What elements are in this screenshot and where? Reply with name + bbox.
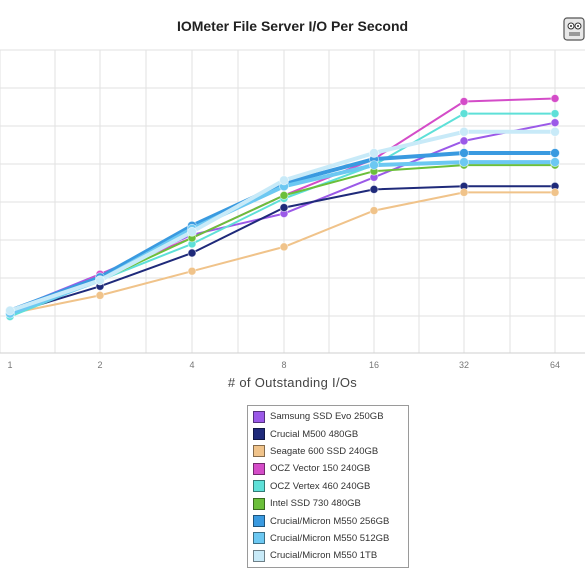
legend-label: Crucial/Micron M550 1TB — [270, 550, 378, 562]
x-tick-label: 64 — [550, 360, 560, 370]
data-point — [279, 203, 289, 213]
legend-swatch — [253, 445, 265, 458]
x-tick-label: 2 — [97, 360, 102, 370]
x-tick-label: 1 — [7, 360, 12, 370]
legend-item: Seagate 600 SSD 240GB — [253, 443, 403, 460]
series-8 — [5, 126, 560, 316]
legend-swatch — [253, 532, 265, 545]
legend-item: OCZ Vertex 460 240GB — [253, 478, 403, 495]
legend-item: Crucial/Micron M550 512GB — [253, 530, 403, 547]
legend-label: OCZ Vertex 460 240GB — [270, 480, 371, 492]
x-tick-label: 8 — [281, 360, 286, 370]
data-point — [369, 160, 379, 171]
data-point — [279, 242, 289, 252]
legend-swatch — [253, 515, 265, 528]
legend-swatch — [253, 462, 265, 475]
data-point — [550, 94, 560, 103]
legend-label: Seagate 600 SSD 240GB — [270, 445, 379, 457]
data-point — [187, 266, 197, 276]
data-point — [459, 157, 469, 168]
data-point — [187, 226, 197, 237]
data-point — [459, 109, 469, 118]
data-point — [369, 148, 379, 158]
legend-label: Crucial/Micron M550 256GB — [270, 515, 390, 527]
legend-item: Crucial/Micron M550 256GB — [253, 512, 403, 529]
chart-title: IOMeter File Server I/O Per Second — [176, 18, 409, 34]
data-point — [550, 157, 560, 168]
chart-grid — [0, 49, 585, 354]
legend-label: OCZ Vector 150 240GB — [270, 463, 371, 475]
data-point — [279, 175, 289, 186]
legend-swatch — [253, 497, 265, 510]
data-point — [550, 109, 560, 118]
legend-label: Crucial M500 480GB — [270, 428, 359, 440]
legend-item: Crucial M500 480GB — [253, 425, 403, 442]
x-tick-label: 16 — [369, 360, 379, 370]
data-point — [459, 136, 469, 146]
legend-label: Samsung SSD Evo 250GB — [270, 411, 384, 423]
series-line — [8, 129, 557, 313]
data-point — [279, 190, 289, 200]
data-point — [459, 148, 469, 158]
legend-label: Intel SSD 730 480GB — [270, 498, 361, 510]
data-point — [95, 275, 105, 286]
legend-swatch — [253, 410, 265, 423]
data-point — [5, 305, 15, 316]
mascot-logo-icon — [563, 17, 585, 41]
series-2 — [5, 187, 560, 319]
x-tick-label: 4 — [189, 360, 194, 370]
legend-item: OCZ Vector 150 240GB — [253, 460, 403, 477]
data-point — [550, 148, 560, 158]
data-point — [187, 248, 197, 258]
x-axis-label: # of Outstanding I/Os — [227, 375, 358, 390]
chart-series-lines — [5, 94, 560, 322]
legend-item: Crucial/Micron M550 1TB — [253, 547, 403, 564]
data-point — [459, 97, 469, 106]
data-point — [369, 206, 379, 216]
data-point — [459, 187, 469, 197]
data-point — [550, 118, 560, 128]
legend-label: Crucial/Micron M550 512GB — [270, 532, 390, 544]
data-point — [550, 187, 560, 197]
legend-swatch — [253, 549, 265, 562]
x-tick-label: 32 — [459, 360, 469, 370]
data-point — [459, 126, 469, 137]
data-point — [550, 126, 560, 137]
legend-swatch — [253, 428, 265, 441]
legend-item: Samsung SSD Evo 250GB — [253, 408, 403, 425]
data-point — [95, 290, 105, 300]
data-point — [369, 184, 379, 194]
x-axis-ticks: 1 2 4 8 16 32 64 — [7, 360, 560, 370]
legend-swatch — [253, 480, 265, 493]
legend: Samsung SSD Evo 250GB Crucial M500 480GB S… — [247, 405, 409, 568]
line-chart: 1 2 4 8 16 32 64 — [0, 49, 585, 370]
legend-item: Intel SSD 730 480GB — [253, 495, 403, 512]
